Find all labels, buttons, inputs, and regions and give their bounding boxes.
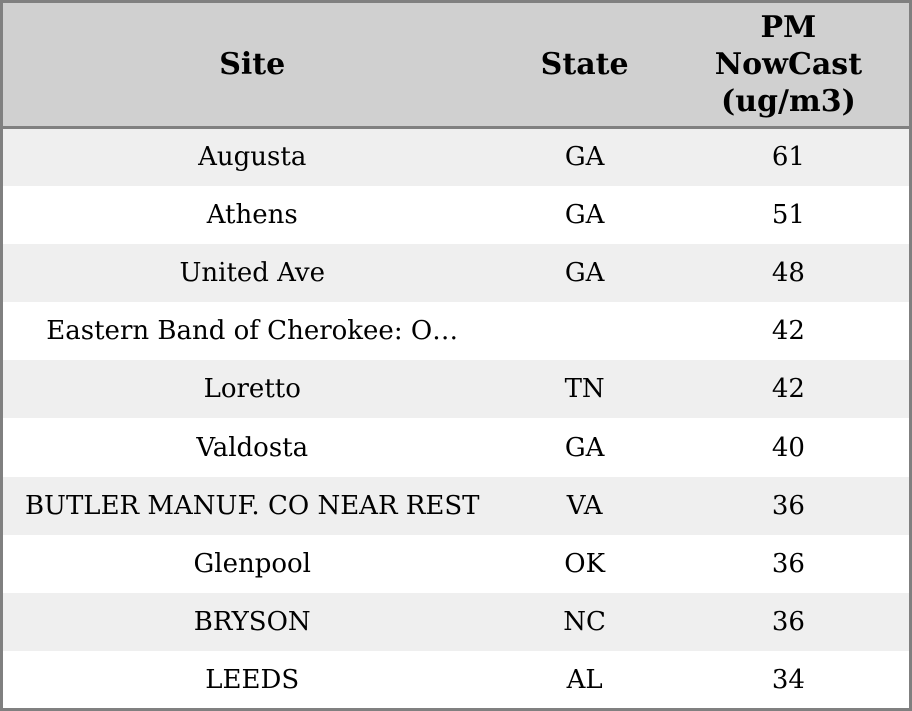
pm-nowcast-cell: 40 (771, 432, 805, 463)
site-cell: Augusta (198, 142, 307, 173)
column-header-pm-nowcast: PM NowCast (ug/m3) (667, 1, 911, 129)
column-header-state: State (501, 1, 668, 129)
state-cell: OK (564, 548, 605, 579)
column-header-site: Site (1, 1, 502, 129)
state-cell (501, 302, 667, 360)
pm-nowcast-cell: 36 (771, 490, 805, 521)
state-cell: TN (564, 374, 605, 405)
site-cell: BRYSON (193, 607, 311, 638)
pm-nowcast-cell: 42 (771, 374, 805, 405)
site-cell: Glenpool (193, 548, 311, 579)
table-row: Loretto TN 42 (1, 360, 911, 419)
site-cell: BUTLER MANUF. CO NEAR REST (24, 490, 480, 521)
table-row: BUTLER MANUF. CO NEAR REST VA 36 (1, 476, 911, 535)
table-row: Valdosta GA 40 (1, 418, 911, 477)
table-row: LEEDS AL 34 (1, 651, 911, 710)
table-row: BRYSON NC 36 (1, 593, 911, 652)
site-cell: United Ave (179, 257, 325, 288)
table-row: United Ave GA 48 (1, 243, 911, 303)
state-cell: VA (566, 490, 603, 521)
pm-nowcast-cell: 42 (771, 316, 805, 347)
site-cell: Loretto (203, 374, 301, 405)
pm-nowcast-cell: 36 (771, 548, 805, 579)
site-cell: Valdosta (196, 432, 309, 463)
header-row: Site State PM NowCast (ug/m3) (1, 1, 911, 129)
table-row: Eastern Band of Cherokee: O… 42 (1, 302, 911, 361)
state-cell: GA (564, 199, 605, 230)
pm-nowcast-cell: 36 (771, 607, 805, 638)
state-cell: GA (564, 432, 605, 463)
table-row: Athens GA 51 (1, 185, 911, 244)
site-cell: LEEDS (205, 664, 300, 695)
pm-nowcast-cell: 61 (771, 142, 805, 173)
site-cell: Athens (206, 199, 298, 230)
table-row: Augusta GA 61 (1, 127, 911, 186)
state-cell: AL (566, 664, 603, 695)
site-cell: Eastern Band of Cherokee: O… (46, 316, 459, 347)
pm-nowcast-cell: 34 (771, 664, 805, 695)
pm-nowcast-cell: 48 (771, 257, 805, 288)
state-cell: NC (563, 607, 606, 638)
state-cell: GA (564, 257, 605, 288)
state-cell: GA (564, 142, 605, 173)
pm-nowcast-cell: 51 (771, 199, 805, 230)
table-row: Glenpool OK 36 (1, 534, 911, 593)
